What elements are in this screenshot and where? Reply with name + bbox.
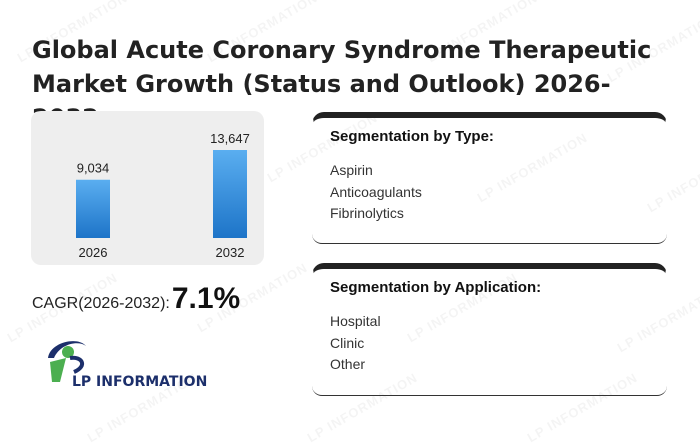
segmentation-by-application-card: Segmentation by Application: Hospital Cl…	[312, 263, 667, 396]
list-item: Anticoagulants	[330, 183, 422, 200]
bar-chart-panel: 9,034 2026 13,647 2032	[31, 111, 264, 265]
cagr-value: 7.1%	[171, 282, 241, 315]
page-title: Global Acute Coronary Syndrome Therapeut…	[32, 36, 652, 132]
cagr-label: CAGR(2026-2032):	[32, 295, 170, 312]
bar-2026	[76, 179, 110, 238]
list-item: Other	[330, 356, 366, 372]
bar-value-label: 13,647	[210, 131, 250, 146]
category-tick-label: 2032	[216, 245, 245, 260]
bar-2032	[213, 150, 247, 238]
segmentation-type-heading: Segmentation by Type:	[330, 128, 494, 145]
segmentation-application-heading: Segmentation by Application:	[330, 279, 542, 296]
list-item: Aspirin	[330, 162, 373, 178]
category-tick-label: 2026	[79, 245, 108, 260]
list-item: Fibrinolytics	[330, 205, 404, 221]
segmentation-type-list: Aspirin Anticoagulants Fibrinolytics	[330, 160, 422, 225]
list-item: Hospital	[330, 313, 381, 329]
logo-mark-icon	[48, 341, 86, 382]
segmentation-by-type-card: Segmentation by Type: Aspirin Anticoagul…	[312, 112, 667, 244]
bar-value-label: 9,034	[77, 161, 110, 176]
bar-chart: 9,034 2026 13,647 2032	[76, 131, 250, 260]
list-item: Clinic	[330, 334, 365, 351]
logo-text: LP INFORMATION	[72, 374, 208, 390]
segmentation-application-list: Hospital Clinic Other	[330, 311, 381, 376]
lp-information-logo: LP INFORMATION	[30, 332, 207, 396]
cagr-readout: CAGR(2026-2032): 7.1%	[32, 282, 240, 322]
